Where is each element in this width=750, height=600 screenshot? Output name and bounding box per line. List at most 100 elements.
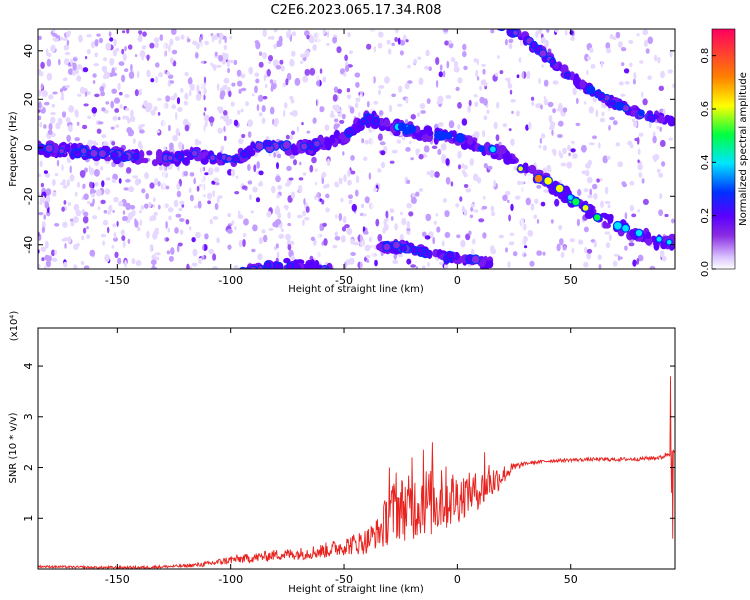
- spectrogram-noise-cell: [234, 191, 240, 195]
- spectrogram-noise-cell: [366, 43, 372, 50]
- spectrogram-noise-cell: [423, 145, 430, 153]
- spectrogram-noise-cell: [84, 56, 88, 60]
- spectrogram-noise-cell: [46, 72, 53, 81]
- spectrogram-noise-cell: [288, 29, 291, 36]
- spectrogram-y-ticks: 40 20 0 -20 -40: [22, 44, 675, 254]
- spectrogram-noise-cell: [139, 210, 142, 214]
- spectrogram-noise-cell: [659, 250, 665, 258]
- spectrogram-noise-cell: [426, 98, 431, 104]
- spectrogram-noise-cell: [636, 136, 640, 145]
- spectrogram-noise-cell: [536, 219, 540, 224]
- spectrogram-noise-cell: [107, 211, 111, 215]
- spectrogram-noise-cell: [386, 39, 391, 45]
- spectrogram-noise-cell: [215, 64, 222, 68]
- spectrogram-noise-cell: [334, 236, 341, 241]
- spectrogram-noise-cell: [559, 152, 564, 159]
- spectrogram-noise-cell: [508, 241, 515, 246]
- spectrogram-noise-cell: [632, 259, 637, 267]
- spectrogram-noise-cell: [78, 34, 83, 43]
- spectrogram-noise-cell: [46, 210, 51, 217]
- spectrogram-noise-cell: [664, 213, 669, 218]
- spectrogram-noise-cell: [104, 254, 110, 263]
- spectrogram-noise-cell: [658, 85, 664, 92]
- spectrogram-noise-cell: [377, 234, 383, 242]
- spectrogram-noise-cell: [405, 97, 409, 104]
- spectrogram-noise-cell: [325, 193, 330, 199]
- spectrogram-noise-cell: [152, 232, 158, 240]
- spectrogram-noise-cell: [97, 121, 104, 125]
- spectrogram-noise-cell: [312, 44, 318, 51]
- spectrogram-noise-cell: [112, 49, 117, 57]
- spectrogram-peak-cell: [111, 152, 118, 159]
- spectrogram-noise-cell: [40, 195, 46, 203]
- spectrogram-noise-cell: [285, 205, 289, 211]
- spectrogram-peak-cell: [572, 198, 580, 206]
- spectrogram-gap-streak: [520, 29, 524, 269]
- spectrogram-noise-cell: [94, 93, 100, 98]
- spectrogram-noise-cell: [214, 182, 220, 186]
- spectrogram-noise-cell: [139, 50, 146, 58]
- spectrogram-noise-cell: [604, 231, 610, 235]
- spectrogram-y-axis-label: Frequency (Hz): [8, 111, 19, 187]
- spectrogram-noise-cell: [540, 201, 546, 207]
- spectrogram-noise-cell: [179, 229, 184, 235]
- spectrogram-noise-cell: [667, 69, 673, 74]
- spectrogram-noise-cell: [73, 264, 78, 269]
- spectrogram-noise-cell: [509, 232, 515, 236]
- spectrogram-noise-cell: [419, 103, 426, 109]
- spectrogram-noise-cell: [637, 148, 641, 155]
- spectrogram-noise-cell: [636, 257, 640, 265]
- spectrogram-noise-cell: [364, 139, 369, 145]
- spectrogram-noise-cell: [323, 238, 328, 246]
- colorbar-gradient: [711, 28, 736, 270]
- spectrogram-noise-cell: [389, 160, 395, 164]
- spectrogram-noise-cell: [54, 173, 59, 177]
- spectrogram-noise-cell: [240, 87, 247, 92]
- spectrogram-noise-cell: [647, 75, 652, 80]
- spectrogram-noise-cell: [586, 248, 593, 254]
- spectrogram-noise-cell: [50, 116, 56, 124]
- spectrogram-noise-cell: [228, 90, 232, 98]
- spectrogram-noise-cell: [418, 153, 424, 160]
- spectrogram-noise-cell: [395, 29, 399, 34]
- spectrogram-noise-cell: [486, 109, 490, 115]
- spectrogram-noise-cell: [110, 100, 115, 109]
- spectrogram-noise-cell: [639, 60, 644, 64]
- spectrogram-noise-cell: [151, 254, 157, 261]
- spectrogram-noise-cell: [251, 93, 255, 97]
- spectrogram-noise-cell: [306, 130, 311, 134]
- spectrogram-noise-cell: [613, 253, 619, 257]
- spectrogram-noise-cell: [364, 196, 370, 204]
- spectrogram-noise-cell: [269, 106, 275, 115]
- spectrogram-noise-cell: [612, 120, 618, 126]
- spectrogram-noise-cell: [435, 57, 440, 65]
- spectrogram-noise-cell: [528, 121, 532, 130]
- spectrogram-panel: -150 -100 -50 0 50 40 20 0 -20 -40 Height of str…: [8, 28, 676, 295]
- spectrogram-track-cell: [322, 269, 331, 275]
- spectrogram-track-cell: [247, 268, 250, 269]
- spectrogram-noise-cell: [126, 167, 132, 174]
- spectrogram-noise-cell: [334, 231, 339, 237]
- spectrogram-noise-cell: [502, 194, 508, 201]
- spectrogram-peak-cell: [518, 166, 523, 171]
- spectrogram-noise-cell: [179, 218, 185, 222]
- spectrogram-noise-cell: [213, 64, 217, 71]
- spectrogram-noise-cell: [274, 117, 279, 126]
- spectrogram-noise-cell: [236, 69, 242, 77]
- spectrogram-noise-cell: [587, 159, 593, 166]
- spectrogram-noise-cell: [302, 210, 306, 217]
- spectrogram-noise-cell: [254, 40, 260, 44]
- spectrogram-noise-cell: [524, 245, 528, 249]
- spectrogram-noise-cell: [391, 149, 398, 154]
- spectrogram-noise-cell: [632, 78, 636, 85]
- spectrogram-noise-cell: [461, 118, 468, 126]
- spectrogram-noise-cell: [66, 134, 71, 143]
- spectrogram-noise-cell: [220, 145, 225, 151]
- spectrogram-noise-cell: [604, 186, 609, 195]
- spectrogram-noise-cell: [233, 59, 238, 65]
- spectrogram-noise-cell: [425, 49, 430, 57]
- spectrogram-noise-cell: [204, 233, 209, 240]
- spectrogram-noise-cell: [424, 235, 431, 240]
- spectrogram-noise-cell: [349, 257, 355, 265]
- spectrogram-noise-cell: [76, 75, 82, 82]
